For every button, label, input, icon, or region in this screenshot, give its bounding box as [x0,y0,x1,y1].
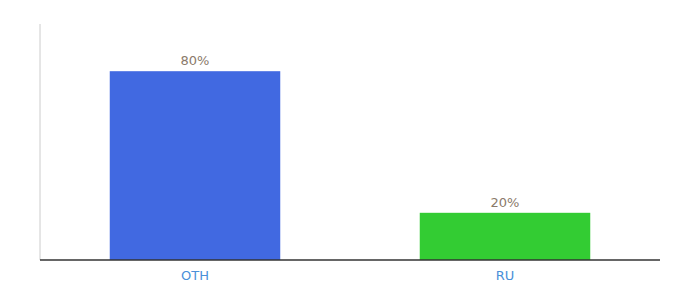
x-tick-label: RU [496,268,515,283]
y-axis-line [40,24,41,260]
bar [110,71,281,260]
chart-container: OTH RU 80% 20% [0,0,680,300]
data-label: 20% [491,195,520,210]
x-tick-label: OTH [181,268,209,283]
chart: OTH RU 80% 20% [0,0,680,300]
x-axis-line [40,259,660,261]
bar [420,213,591,260]
bars [110,71,591,260]
data-label: 80% [181,53,210,68]
